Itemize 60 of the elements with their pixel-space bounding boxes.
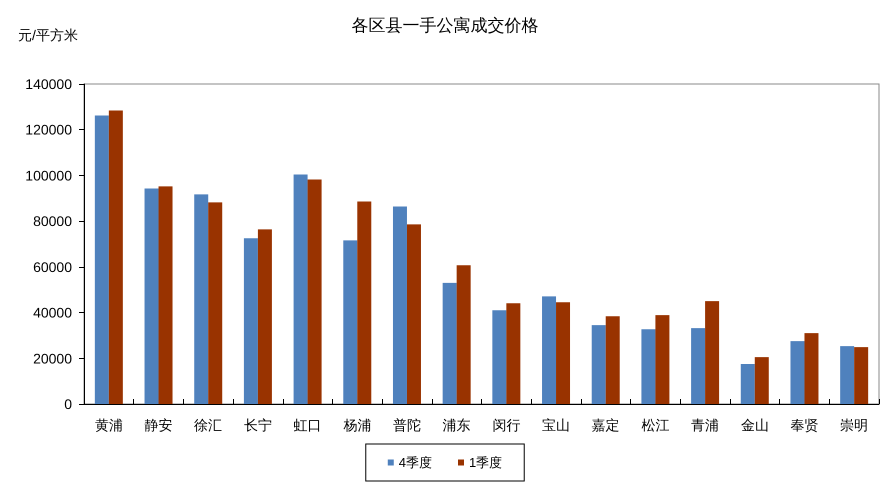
x-tick-label: 浦东 — [442, 417, 471, 433]
bar — [406, 224, 421, 404]
bar — [506, 303, 520, 404]
bar — [492, 310, 506, 404]
x-tick-label: 普陀 — [392, 417, 421, 433]
y-tick-label: 80000 — [33, 213, 72, 230]
bar — [258, 229, 272, 404]
y-tick-label: 100000 — [25, 167, 72, 184]
x-tick-label: 崇明 — [840, 417, 868, 433]
y-tick-label: 40000 — [33, 304, 72, 321]
x-tick-label: 长宁 — [244, 417, 272, 433]
y-tick-label: 0 — [64, 396, 72, 412]
x-tick-label: 嘉定 — [592, 417, 620, 433]
x-tick-label: 青浦 — [691, 417, 720, 433]
bar — [343, 240, 358, 404]
x-tick-label: 静安 — [144, 417, 173, 433]
bar — [194, 194, 208, 404]
y-tick-label: 20000 — [33, 350, 72, 366]
bar — [840, 346, 854, 404]
bar — [208, 202, 222, 404]
x-tick-label: 松江 — [641, 417, 670, 433]
bar — [705, 301, 720, 404]
bar — [442, 282, 457, 404]
bar — [542, 296, 556, 404]
y-tick-label: 60000 — [33, 258, 72, 275]
bar — [790, 341, 804, 404]
legend-label: 4季度 — [398, 455, 432, 470]
bar — [556, 302, 570, 404]
bar — [655, 315, 670, 404]
x-tick-label: 宝山 — [542, 417, 570, 433]
bar — [606, 316, 620, 404]
bar — [691, 328, 706, 404]
bar — [94, 116, 109, 404]
bar — [754, 357, 769, 404]
x-tick-label: 徐汇 — [194, 417, 222, 433]
x-tick-label: 金山 — [740, 417, 769, 433]
bar — [294, 174, 308, 404]
bar — [592, 325, 606, 404]
bar — [392, 206, 407, 404]
bar — [641, 329, 656, 404]
x-tick-label: 杨浦 — [342, 417, 372, 433]
bar — [740, 364, 755, 404]
bar — [158, 186, 173, 404]
x-tick-label: 虹口 — [294, 417, 322, 433]
y-axis-title: 元/平方米 — [18, 27, 78, 43]
legend-label: 1季度 — [469, 455, 502, 470]
x-tick-label: 黄浦 — [94, 417, 123, 433]
bar — [108, 110, 123, 404]
bar — [144, 188, 159, 404]
y-tick-label: 120000 — [25, 122, 72, 138]
bar — [244, 238, 258, 404]
bar — [456, 265, 471, 404]
x-tick-label: 奉贤 — [790, 417, 818, 433]
bar — [804, 333, 818, 404]
chart-title: 各区县一手公寓成交价格 — [352, 16, 538, 35]
y-tick-label: 140000 — [25, 76, 72, 92]
bar — [854, 347, 868, 404]
bar — [308, 180, 322, 404]
bar — [357, 201, 372, 404]
x-tick-label: 闵行 — [492, 417, 520, 433]
